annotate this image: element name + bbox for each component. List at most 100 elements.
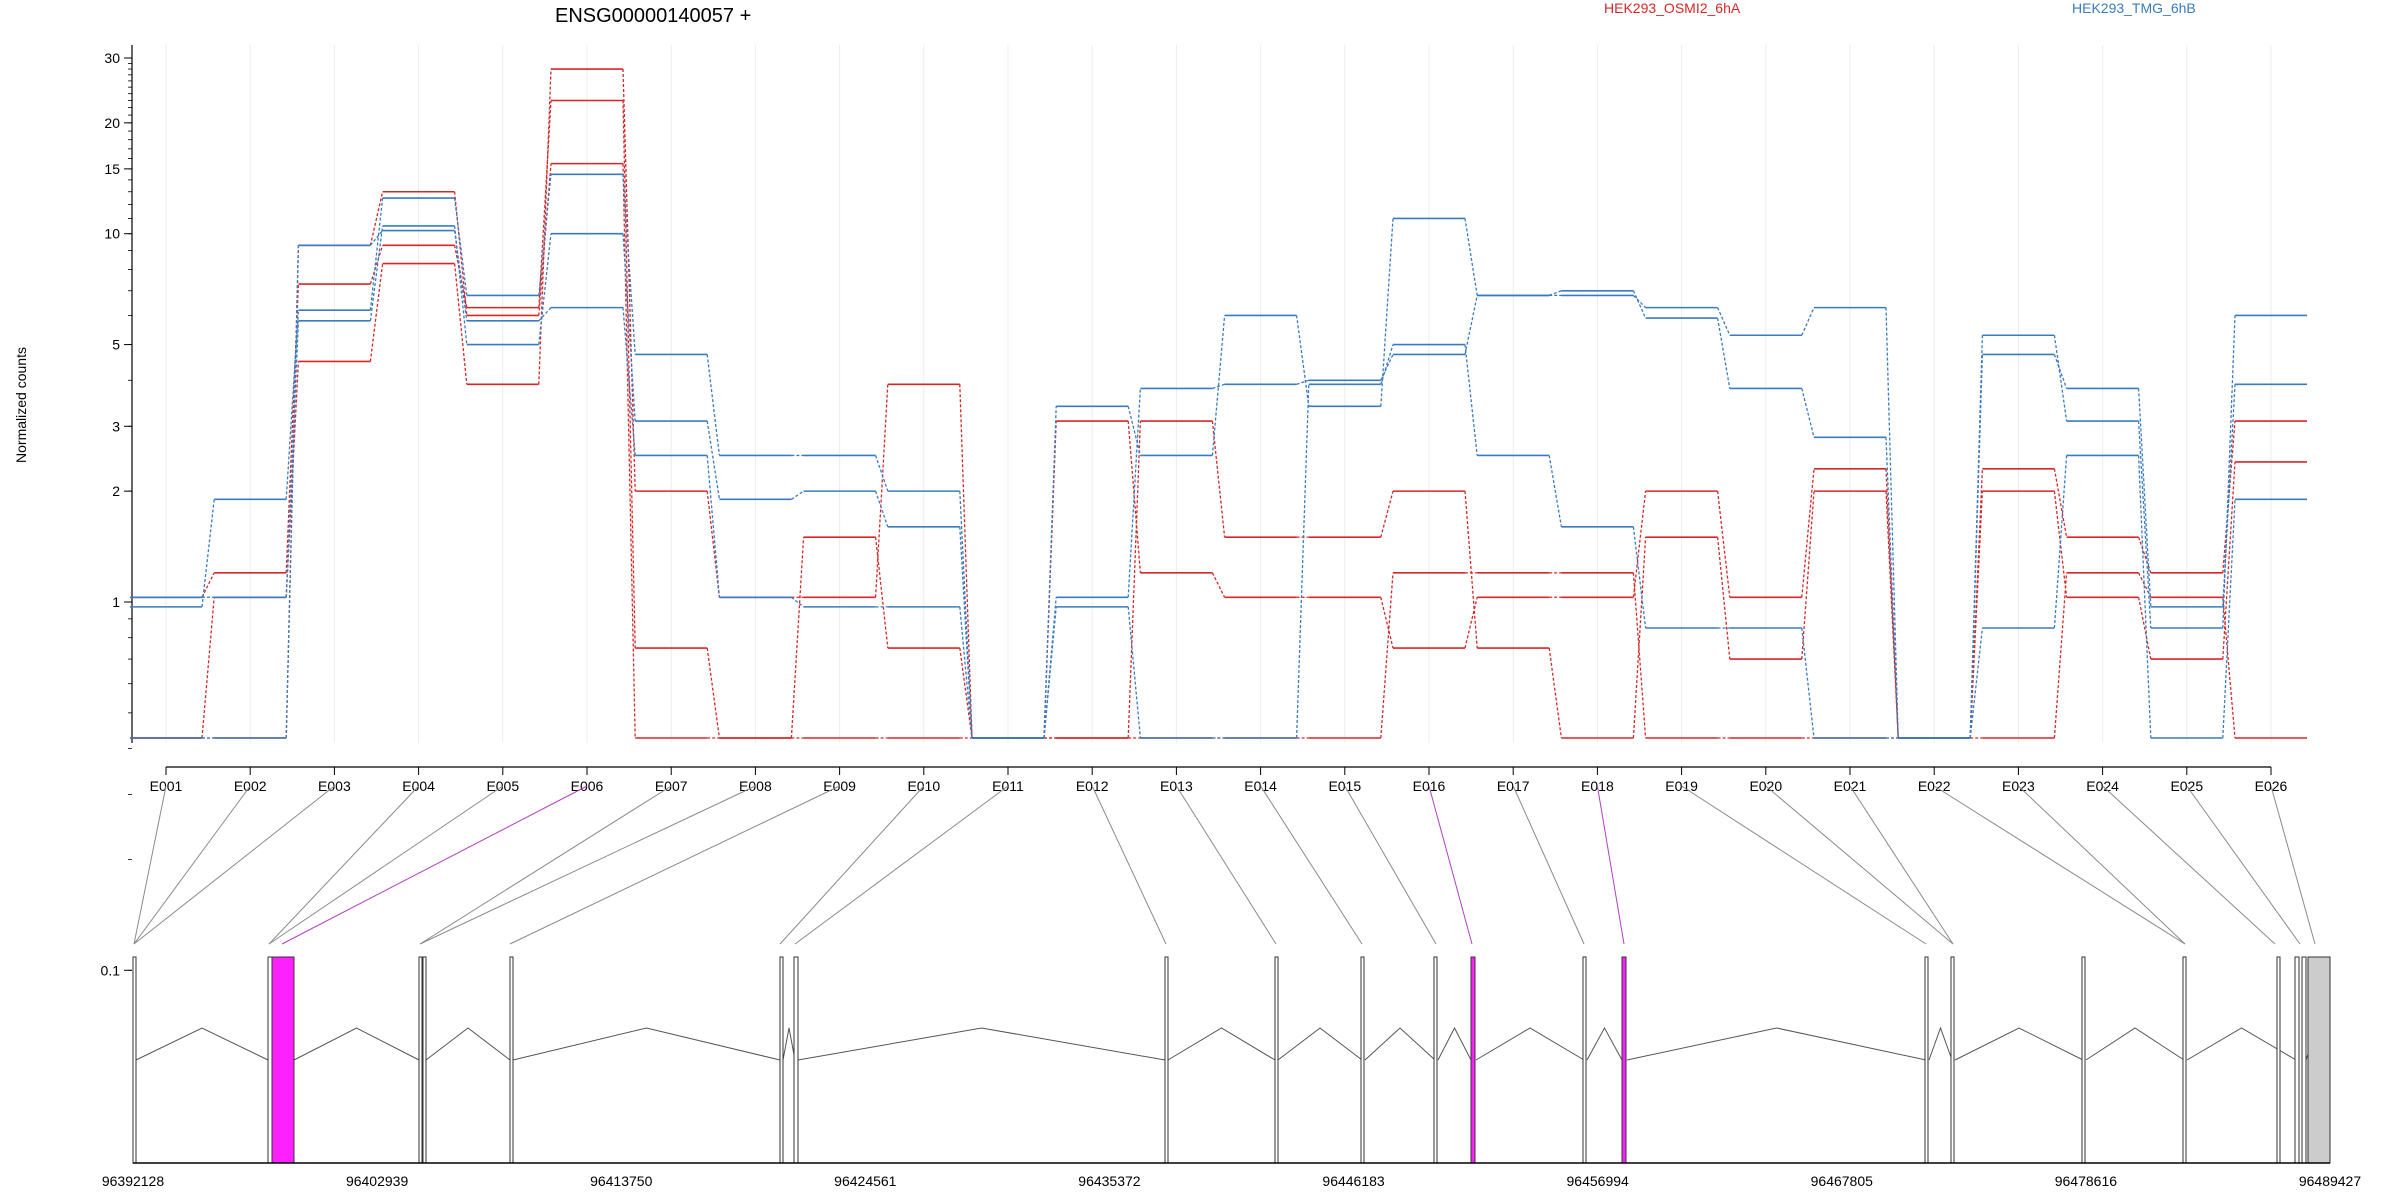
- series-2-connector-12: [1127, 421, 1142, 739]
- intron-14: [1928, 1026, 1953, 1061]
- intron-4: [512, 1027, 781, 1061]
- series-1-connector-1: [201, 597, 215, 739]
- series-3-connector-23: [2053, 572, 2068, 739]
- x-axis: E001 E002 E003 E004 E005 E006 E007 E008 E009 E010…: [150, 766, 2288, 794]
- series-2-connector-5: [538, 100, 552, 308]
- exon-box-8: [793, 956, 799, 1164]
- legend: HEK293_OSMI2_6hA HEK293_TMG_6hB: [1604, 0, 2196, 16]
- y-tick-label-6: 15: [104, 161, 120, 177]
- exon-box-11: [1360, 956, 1365, 1164]
- series-3-connector-18: [1632, 572, 1647, 739]
- series-2-connector-7: [706, 647, 721, 739]
- series-5-connector-13: [1212, 383, 1225, 390]
- chart-title: ENSG00000140057 +: [555, 5, 751, 27]
- series-1-connector-9: [874, 384, 889, 598]
- connector-E006: [281, 785, 588, 945]
- x-tick-label-E011: E011: [992, 778, 1024, 794]
- series-6-tmg: [130, 229, 2307, 739]
- series-3-connector-3: [369, 191, 384, 246]
- series-5-connector-19: [1717, 307, 1731, 336]
- connector-E002: [133, 785, 251, 945]
- series-5-connector-5: [538, 233, 552, 345]
- x-tick-label-E007: E007: [655, 778, 688, 794]
- series-6-connector-17: [1548, 455, 1563, 527]
- y-tick-label-7: 20: [104, 115, 120, 131]
- intron-6: [797, 1027, 1166, 1061]
- gene-model: [132, 956, 2331, 1164]
- x-tick-label-E001: E001: [150, 778, 183, 794]
- genome-tick-label-6: 96446183: [1322, 1173, 1385, 1189]
- intron-16: [2085, 1027, 2185, 1061]
- connector-E020: [1765, 785, 1954, 945]
- genome-tick-label-5: 96435372: [1078, 1173, 1141, 1189]
- series-5-connector-7: [706, 420, 721, 500]
- connector-E019: [1681, 785, 1927, 945]
- series-5-connector-3: [369, 225, 384, 321]
- series-6-connector-18: [1632, 526, 1647, 629]
- series-3-osmi: [130, 162, 2307, 739]
- series-2-connector-13: [1211, 420, 1226, 538]
- intron-9: [1364, 1027, 1436, 1061]
- series-2-connector-24: [2137, 597, 2152, 660]
- exon-box-6: [509, 956, 514, 1164]
- series-2-connector-9: [874, 537, 889, 649]
- connector-E015: [1344, 785, 1437, 945]
- series-2-connector-15: [1380, 490, 1394, 538]
- intron-11: [1475, 1027, 1585, 1061]
- y-axis: 0.1 1 2 3 5 10 15 20 30: [101, 45, 133, 978]
- series-4-connector-11: [1043, 406, 1057, 739]
- series-6-connector-10: [959, 606, 973, 739]
- intron-13: [1626, 1027, 1927, 1061]
- series-1-connector-18: [1632, 491, 1647, 598]
- exon-box-16: [1924, 956, 1929, 1164]
- connector-E024: [2102, 785, 2276, 945]
- connector-E022: [1933, 785, 2186, 945]
- series-4-connector-4: [453, 197, 468, 296]
- series-6-connector-24: [2137, 455, 2152, 739]
- exon-box-15: [1621, 956, 1627, 1164]
- series-5-connector-20: [1801, 307, 1815, 336]
- series-4-connector-7: [706, 354, 721, 456]
- connector-E008: [419, 785, 756, 945]
- intron-5: [782, 1027, 796, 1061]
- exon-box-12: [1433, 956, 1438, 1164]
- connector-E017: [1512, 785, 1585, 945]
- series-3-connector-15: [1380, 572, 1394, 739]
- exon-box-2: [267, 956, 273, 1164]
- exon-box-10: [1274, 956, 1279, 1164]
- series-6-connector-3: [369, 230, 384, 246]
- y-axis-label: Normalized counts: [13, 347, 29, 463]
- connector-E009: [509, 785, 840, 945]
- series-6-connector-16: [1464, 344, 1478, 456]
- connector-E025: [2186, 785, 2301, 945]
- series-6-connector-20: [1801, 627, 1815, 739]
- y-tick-label-2: 2: [112, 483, 120, 499]
- exon-box-9: [1164, 956, 1169, 1164]
- title-group: ENSG00000140057 +: [555, 5, 751, 27]
- connector-E023: [2018, 785, 2186, 945]
- x-tick-label-E003: E003: [318, 778, 351, 794]
- series-5-connector-6: [622, 233, 636, 422]
- series-1-connector-16: [1464, 597, 1478, 649]
- series-4-connector-3: [369, 197, 384, 311]
- series-2-connector-25: [2222, 461, 2236, 660]
- series-6-connector-14: [1295, 384, 1310, 739]
- exon-box-13: [1470, 956, 1476, 1164]
- intron-7: [1167, 1027, 1276, 1061]
- series-5-connector-18: [1632, 294, 1647, 309]
- series-4-connector-12: [1127, 406, 1142, 456]
- series-5-connector-9: [874, 490, 889, 528]
- genome-tick-label-2: 96402939: [346, 1173, 409, 1189]
- y-tick-label-8: 30: [104, 50, 120, 66]
- series-4-connector-1: [201, 499, 215, 607]
- intron-10: [1437, 1026, 1472, 1061]
- series-1-connector-20: [1801, 468, 1815, 598]
- series-4-connector-9: [874, 455, 889, 492]
- legend-entry-tmg: HEK293_TMG_6hB: [2072, 0, 2196, 16]
- intron-8: [1277, 1027, 1363, 1061]
- connector-E021: [1849, 785, 1954, 945]
- series-5-connector-10: [959, 526, 973, 739]
- exon-box-20: [2276, 956, 2281, 1164]
- series-2-connector-20: [1801, 491, 1815, 660]
